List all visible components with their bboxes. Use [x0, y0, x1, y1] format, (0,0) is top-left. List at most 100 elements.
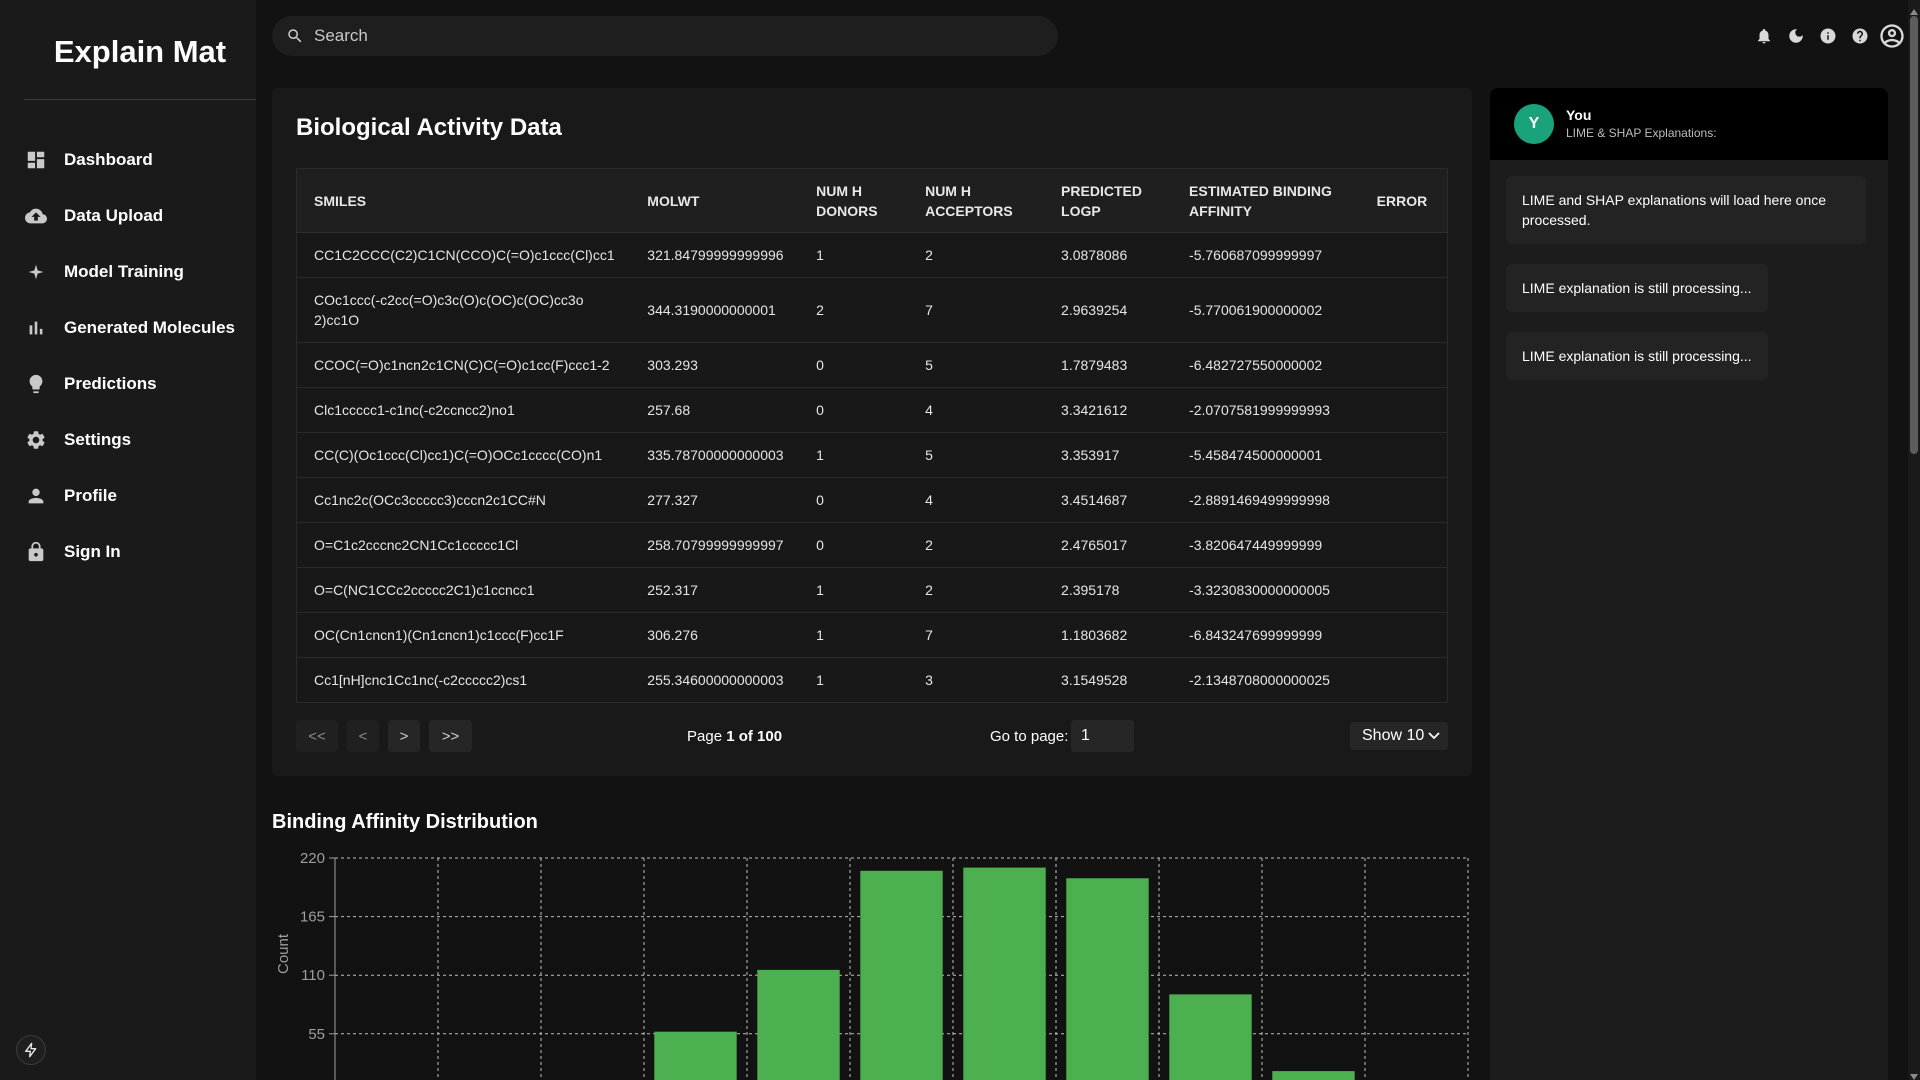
page-size-label: Show 10 — [1362, 727, 1425, 744]
lightbulb-icon — [24, 372, 48, 396]
table-row[interactable]: O=C1c2cccnc2CN1Cc1ccccc1Cl 258.707999999… — [296, 522, 1448, 568]
table-row[interactable]: COc1ccc(-c2cc(=O)c3c(O)c(OC)c(OC)cc3o2)c… — [296, 277, 1448, 343]
donors-cell: 0 — [799, 387, 909, 433]
sidebar-item-dashboard[interactable]: Dashboard — [0, 132, 256, 188]
molwt-cell: 258.70799999999997 — [630, 522, 800, 568]
y-tick-label: 110 — [301, 967, 325, 984]
sidebar-item-profile[interactable]: Profile — [0, 468, 256, 524]
table-row[interactable]: Clc1ccccc1-c1nc(-c2ccncc2)no1 257.68 0 4… — [296, 387, 1448, 433]
molwt-cell: 303.293 — [630, 342, 800, 388]
column-header-smiles[interactable]: SMILES — [296, 168, 631, 233]
sidebar-nav: Dashboard Data Upload Model Training Gen… — [0, 132, 256, 580]
molwt-cell: 255.34600000000003 — [630, 657, 800, 703]
affinity-cell: -5.760687099999997 — [1172, 232, 1360, 278]
table-row[interactable]: CCOC(=O)c1ncn2c1CN(C)C(=O)c1cc(F)ccc1-2 … — [296, 342, 1448, 388]
bolt-icon — [23, 1042, 39, 1058]
sidebar-item-label: Predictions — [64, 374, 157, 393]
account-circle-icon[interactable] — [1876, 20, 1908, 52]
table-row[interactable]: Cc1[nH]cnc1Cc1nc(-c2ccccc2)cs1 255.34600… — [296, 657, 1448, 703]
page-size-select[interactable]: Show 10 — [1350, 722, 1448, 750]
chart-title: Binding Affinity Distribution — [272, 811, 538, 833]
acceptors-cell: 2 — [908, 522, 1045, 568]
sidebar-item-sign-in[interactable]: Sign In — [0, 524, 256, 580]
sidebar-item-label: Dashboard — [64, 150, 153, 169]
error-cell — [1359, 232, 1448, 278]
first-page-button[interactable]: << — [296, 720, 338, 752]
chat-subtitle: LIME & SHAP Explanations: — [1566, 126, 1717, 140]
histogram-bar[interactable] — [1066, 878, 1149, 1080]
scroll-up-icon[interactable] — [1910, 3, 1918, 15]
acceptors-cell: 2 — [908, 567, 1045, 613]
column-header-binding-affinity[interactable]: ESTIMATED BINDING AFFINITY — [1172, 168, 1360, 233]
sidebar-item-data-upload[interactable]: Data Upload — [0, 188, 256, 244]
biological-activity-card: Biological Activity Data SMILES MOLWT NU… — [272, 88, 1472, 776]
last-page-button[interactable]: >> — [429, 720, 472, 752]
column-header-num-h-acceptors[interactable]: NUM H ACCEPTORS — [908, 168, 1045, 233]
sidebar-item-predictions[interactable]: Predictions — [0, 356, 256, 412]
page-scrollbar[interactable] — [1908, 0, 1920, 1080]
table-row[interactable]: OC(Cn1cncn1)(Cn1cncn1)c1ccc(F)cc1F 306.2… — [296, 612, 1448, 658]
scrollbar-thumb[interactable] — [1910, 16, 1918, 454]
smiles-cell: Clc1ccccc1-c1nc(-c2ccncc2)no1 — [296, 387, 631, 433]
donors-cell: 0 — [799, 342, 909, 388]
error-cell — [1359, 387, 1448, 433]
bar-chart-icon — [24, 316, 48, 340]
table-row[interactable]: CC1C2CCC(C2)C1CN(CCO)C(=O)c1ccc(Cl)cc1 3… — [296, 232, 1448, 278]
affinity-cell: -2.8891469499999998 — [1172, 477, 1360, 523]
affinity-cell: -2.1348708000000025 — [1172, 657, 1360, 703]
logp-cell: 1.1803682 — [1044, 612, 1173, 658]
logp-cell: 2.4765017 — [1044, 522, 1173, 568]
column-header-predicted-logp[interactable]: PREDICTED LOGP — [1044, 168, 1173, 233]
search-input[interactable] — [314, 21, 1014, 51]
next-page-button[interactable]: > — [388, 720, 420, 752]
error-cell — [1359, 432, 1448, 478]
quick-action-button[interactable] — [16, 1035, 46, 1065]
acceptors-cell: 5 — [908, 432, 1045, 478]
affinity-cell: -3.3230830000000005 — [1172, 567, 1360, 613]
sidebar-item-generated-molecules[interactable]: Generated Molecules — [0, 300, 256, 356]
y-tick-label: 55 — [308, 1026, 325, 1043]
histogram-bar[interactable] — [1272, 1071, 1355, 1080]
acceptors-cell: 4 — [908, 477, 1045, 523]
table-row[interactable]: CC(C)(Oc1ccc(Cl)cc1)C(=O)OCc1cccc(CO)n1 … — [296, 432, 1448, 478]
avatar: Y — [1514, 104, 1554, 144]
molwt-cell: 277.327 — [630, 477, 800, 523]
histogram-bar[interactable] — [963, 867, 1046, 1080]
info-icon[interactable] — [1812, 20, 1844, 52]
table-row[interactable]: Cc1nc2c(OCc3ccccc3)cccn2c1CC#N 277.327 0… — [296, 477, 1448, 523]
logp-cell: 2.9639254 — [1044, 277, 1173, 343]
histogram-bar[interactable] — [1169, 994, 1252, 1080]
column-header-error[interactable]: ERROR — [1359, 168, 1448, 233]
prev-page-button[interactable]: < — [347, 720, 379, 752]
lock-icon — [24, 540, 48, 564]
histogram-bar[interactable] — [860, 870, 943, 1080]
goto-page-input[interactable] — [1071, 720, 1134, 752]
sidebar-item-label: Settings — [64, 430, 132, 449]
moon-icon[interactable] — [1780, 20, 1812, 52]
person-icon — [24, 484, 48, 508]
biological-activity-table: SMILES MOLWT NUM H DONORS NUM H ACCEPTOR… — [296, 168, 1448, 703]
acceptors-cell: 5 — [908, 342, 1045, 388]
sidebar-item-settings[interactable]: Settings — [0, 412, 256, 468]
table-row[interactable]: O=C(NC1CCc2ccccc2C1)c1ccncc1 252.317 1 2… — [296, 567, 1448, 613]
histogram-bar[interactable] — [654, 1031, 737, 1080]
bell-icon[interactable] — [1748, 20, 1780, 52]
molwt-cell: 306.276 — [630, 612, 800, 658]
chat-user-name: You — [1566, 107, 1592, 123]
chat-message: LIME and SHAP explanations will load her… — [1506, 176, 1866, 244]
molwt-cell: 321.84799999999996 — [630, 232, 800, 278]
column-header-num-h-donors[interactable]: NUM H DONORS — [799, 168, 909, 233]
goto-page-label: Go to page: — [990, 728, 1069, 745]
scroll-down-icon[interactable] — [1910, 1068, 1918, 1080]
histogram-bar[interactable] — [757, 969, 840, 1080]
smiles-cell: O=C1c2cccnc2CN1Cc1ccccc1Cl — [296, 522, 631, 568]
topbar-actions — [1748, 20, 1908, 52]
binding-affinity-chart: 55 110 165 220 Count — [275, 850, 1469, 1080]
column-header-molwt[interactable]: MOLWT — [630, 168, 800, 233]
donors-cell: 1 — [799, 612, 909, 658]
sidebar-item-model-training[interactable]: Model Training — [0, 244, 256, 300]
acceptors-cell: 2 — [908, 232, 1045, 278]
error-cell — [1359, 342, 1448, 388]
logp-cell: 3.353917 — [1044, 432, 1173, 478]
help-icon[interactable] — [1844, 20, 1876, 52]
